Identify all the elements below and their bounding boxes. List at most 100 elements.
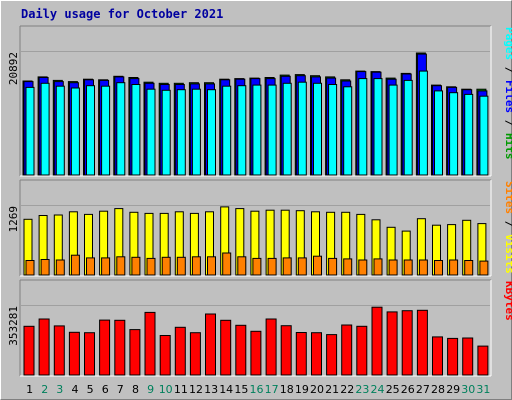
bar-sites-31: [479, 260, 489, 276]
bar-kbytes-14: [220, 319, 232, 376]
day-label-13: 13: [204, 383, 218, 396]
bar-sites-28: [434, 260, 443, 276]
bar-sites-17: [267, 257, 277, 276]
day-label-4: 4: [72, 383, 79, 396]
bar-sites-13: [207, 256, 216, 276]
day-label-24: 24: [371, 383, 385, 396]
bar-pages-28: [434, 90, 443, 176]
panel-ymax-label: 1269: [7, 206, 20, 233]
day-label-2: 2: [41, 383, 48, 396]
bar-pages-8: [131, 84, 141, 176]
bar-pages-22: [343, 86, 353, 176]
bar-sites-3: [55, 259, 65, 276]
bar-sites-29: [449, 259, 459, 276]
bar-kbytes-17: [265, 318, 277, 376]
bar-kbytes-9: [144, 311, 156, 376]
bar-sites-8: [131, 256, 141, 276]
day-label-14: 14: [219, 383, 233, 396]
bar-kbytes-10: [159, 335, 171, 376]
bar-sites-30: [464, 260, 474, 276]
bar-sites-21: [328, 257, 338, 276]
legend-entry: /: [503, 214, 512, 234]
panel-legend: KBytes: [503, 281, 512, 321]
bar-sites-6: [101, 257, 111, 276]
day-label-8: 8: [132, 383, 139, 396]
bar-kbytes-15: [235, 324, 247, 376]
bar-sites-11: [176, 256, 186, 276]
bar-sites-7: [116, 256, 126, 276]
legend-entry: KBytes: [503, 281, 512, 321]
bar-pages-21: [328, 84, 338, 176]
panel-legend: Sites / Visits: [503, 181, 512, 274]
day-label-20: 20: [310, 383, 324, 396]
bar-pages-3: [55, 85, 65, 176]
bar-pages-26: [403, 79, 413, 176]
bar-sites-25: [388, 259, 398, 276]
bar-kbytes-28: [432, 336, 443, 376]
bar-pages-9: [146, 88, 156, 176]
day-label-16: 16: [250, 383, 264, 396]
bar-sites-1: [25, 260, 35, 276]
bar-kbytes-19: [295, 332, 307, 376]
legend-entry: /: [503, 60, 512, 80]
day-label-18: 18: [280, 383, 294, 396]
bar-pages-12: [191, 88, 201, 176]
day-label-12: 12: [189, 383, 203, 396]
bar-pages-30: [464, 93, 474, 176]
legend-entry: Visits: [503, 234, 512, 274]
chart-title: Daily usage for October 2021: [21, 7, 224, 21]
bar-sites-12: [191, 256, 201, 276]
panel-ymax-label: 20892: [7, 52, 20, 85]
bar-kbytes-7: [114, 319, 126, 376]
day-label-17: 17: [265, 383, 279, 396]
bar-pages-6: [101, 85, 111, 176]
bar-kbytes-13: [205, 313, 216, 376]
bar-kbytes-20: [311, 332, 322, 376]
legend-entry: Hits: [503, 133, 512, 160]
day-label-1: 1: [26, 383, 33, 396]
bar-pages-5: [86, 85, 95, 176]
bar-pages-2: [40, 82, 50, 176]
bar-kbytes-24: [371, 306, 383, 376]
day-label-21: 21: [325, 383, 339, 396]
bar-pages-15: [237, 85, 247, 176]
bar-kbytes-29: [447, 337, 459, 376]
bar-kbytes-12: [189, 332, 201, 376]
bar-sites-16: [252, 257, 262, 276]
bar-kbytes-23: [356, 325, 368, 376]
bar-pages-13: [207, 89, 216, 176]
day-label-7: 7: [117, 383, 124, 396]
bar-pages-14: [222, 85, 232, 176]
legend-entry: /: [503, 113, 512, 133]
day-label-10: 10: [159, 383, 173, 396]
day-label-6: 6: [102, 383, 109, 396]
day-label-27: 27: [416, 383, 430, 396]
day-label-26: 26: [401, 383, 415, 396]
bar-sites-23: [358, 259, 368, 276]
bar-sites-5: [86, 257, 95, 276]
day-label-9: 9: [147, 383, 154, 396]
day-label-25: 25: [386, 383, 400, 396]
bar-kbytes-11: [174, 326, 186, 376]
day-label-5: 5: [87, 383, 94, 396]
bar-sites-27: [418, 259, 428, 276]
day-label-28: 28: [431, 383, 445, 396]
day-label-19: 19: [295, 383, 309, 396]
bar-kbytes-3: [53, 325, 65, 376]
bar-pages-31: [479, 95, 489, 176]
bar-sites-18: [282, 257, 292, 276]
bar-sites-15: [237, 256, 247, 276]
bar-kbytes-2: [38, 318, 50, 376]
bar-sites-14: [222, 252, 232, 276]
day-label-31: 31: [476, 383, 490, 396]
day-label-11: 11: [174, 383, 188, 396]
bar-kbytes-5: [84, 332, 95, 376]
bar-pages-29: [449, 92, 459, 176]
bar-kbytes-27: [416, 309, 428, 376]
bar-pages-19: [297, 81, 307, 176]
bar-kbytes-21: [326, 334, 338, 376]
bar-kbytes-31: [477, 345, 489, 376]
day-label-29: 29: [446, 383, 460, 396]
day-label-30: 30: [461, 383, 475, 396]
